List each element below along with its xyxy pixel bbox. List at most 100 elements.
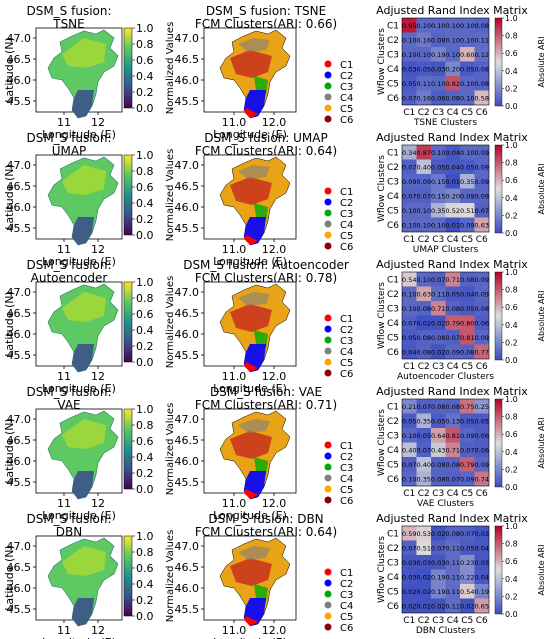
legend-marker-c5 xyxy=(324,612,332,620)
row-tick-label: C2 xyxy=(387,163,399,173)
heatmap-cell xyxy=(474,203,489,218)
region-shape xyxy=(47,283,119,373)
heatmap-value: 0.10 xyxy=(431,80,445,88)
colorbar-tick-label: 0.2 xyxy=(136,594,154,607)
lat-tick-label: 46.0 xyxy=(7,582,32,595)
heatmap-value: 0.06 xyxy=(475,432,489,440)
heatmap-cell xyxy=(431,330,446,345)
legend-marker-c1 xyxy=(324,441,332,449)
lon-tick-label: 12 xyxy=(91,243,105,256)
heatmap-value: 0.03 xyxy=(431,559,445,567)
cluster-patch-c4 xyxy=(238,38,270,52)
heatmap-value: 0.79 xyxy=(460,461,474,469)
map-title-line2: VAE xyxy=(57,398,80,412)
lon-axis-label: Longitude (E) xyxy=(213,509,287,522)
heatmap-value: 0.10 xyxy=(431,149,445,157)
map-title-line2: DBN xyxy=(56,525,82,539)
matrix-title: Adjusted Rand Index Matrix xyxy=(376,258,528,271)
cluster-patch-c1 xyxy=(230,304,272,332)
legend-marker-c2 xyxy=(324,452,332,460)
matrix-title: Adjusted Rand Index Matrix xyxy=(376,385,528,398)
row-tick-label: C5 xyxy=(387,587,399,597)
row-tick-label: C3 xyxy=(387,431,399,441)
row-tick-label: C4 xyxy=(387,192,399,202)
normalized-map-panel: DSM_S fusion:TSNE 47.0 46.5 46.0 45.5 11 12Lon… xyxy=(3,4,176,141)
lat-tick-label: 47.0 xyxy=(175,32,200,45)
heatmap-value: 0.08 xyxy=(460,348,474,356)
heatmap-cell xyxy=(474,442,489,457)
colorbar-tick-label: 0.0 xyxy=(136,229,154,242)
colorbar-tick-label: 0.8 xyxy=(136,546,154,559)
heatmap-value: 0.03 xyxy=(475,559,489,567)
heatmap-cell xyxy=(416,272,431,287)
heatmap-value: 0.05 xyxy=(417,65,431,73)
heatmap-value: 0.07 xyxy=(475,207,489,215)
heatmap-value: 0.10 xyxy=(402,432,416,440)
heatmap-value: 0.22 xyxy=(460,573,474,581)
heatmap-cell xyxy=(460,159,475,174)
heatmap-cell xyxy=(416,32,431,47)
legend-label-c6: C6 xyxy=(340,242,353,253)
viridis-colorbar xyxy=(123,27,133,109)
ari-tick-label: 1.0 xyxy=(505,14,518,23)
colorbar-tick-label: 1.0 xyxy=(136,276,154,289)
heatmap-value: 0.05 xyxy=(460,544,474,552)
heatmap-cell xyxy=(402,399,417,414)
heatmap-cell xyxy=(445,145,460,160)
col-tick-label: C4 xyxy=(447,235,459,245)
heatmap-value: 0.09 xyxy=(475,334,489,342)
cluster-region-shape xyxy=(219,283,291,373)
heatmap-value: 0.09 xyxy=(475,163,489,171)
heatmap-cell xyxy=(416,471,431,486)
heatmap-cell xyxy=(416,442,431,457)
heatmap-value: 0.82 xyxy=(446,80,460,88)
heatmap-value: 0.04 xyxy=(446,163,460,171)
row-tick-label: C5 xyxy=(387,206,399,216)
heatmap-value: 0.02 xyxy=(431,602,445,610)
heatmap-value: 0.13 xyxy=(446,417,460,425)
heatmap-cell xyxy=(416,145,431,160)
heatmap-cell xyxy=(460,188,475,203)
heatmap-value: 0.09 xyxy=(475,290,489,298)
heatmap-value: 0.02 xyxy=(460,602,474,610)
heatmap-value: 0.10 xyxy=(431,221,445,229)
heatmap-cell xyxy=(431,428,446,443)
colorbar-tick-label: 0.6 xyxy=(136,308,154,321)
heatmap-cell xyxy=(402,598,417,613)
legend-label-c1: C1 xyxy=(340,568,353,579)
heatmap-cell xyxy=(445,203,460,218)
lon-tick-label: 11 xyxy=(57,243,71,256)
heatmap-value: 0.05 xyxy=(402,334,416,342)
heatmap-cell xyxy=(445,413,460,428)
lat-axis-label: Latitude (N) xyxy=(3,37,16,103)
heatmap-value: 0.10 xyxy=(446,51,460,59)
colorbar-tick-label: 0.4 xyxy=(136,197,154,210)
heatmap-cell xyxy=(431,555,446,570)
heatmap-cell xyxy=(445,471,460,486)
heatmap-value: 0.01 xyxy=(446,178,460,186)
heatmap-frame xyxy=(401,144,490,233)
heatmap-value: 0.08 xyxy=(431,334,445,342)
heatmap-value: 0.05 xyxy=(402,80,416,88)
heatmap-cell xyxy=(445,76,460,91)
legend-label-c4: C4 xyxy=(340,601,353,612)
heatmap-cell xyxy=(445,344,460,359)
ari-tick-label: 0.6 xyxy=(505,557,518,566)
heatmap-value: 0.10 xyxy=(417,51,431,59)
cluster-patch-c3 xyxy=(254,76,268,94)
lat-tick-label: 47.0 xyxy=(175,159,200,172)
heatmap-value: 0.11 xyxy=(446,573,460,581)
heatmap-cell xyxy=(431,76,446,91)
heatmap-cell xyxy=(416,399,431,414)
row-tick-label: C3 xyxy=(387,50,399,60)
heatmap-cell xyxy=(416,174,431,189)
map-title-line1: DSM_S fusion: xyxy=(26,131,111,145)
lon-tick-label: 12 xyxy=(91,370,105,383)
heatmap-value: 0.08 xyxy=(417,334,431,342)
heatmap-value: 0.07 xyxy=(402,192,416,200)
heatmap-value: 0.07 xyxy=(417,403,431,411)
heatmap-cell xyxy=(460,569,475,584)
heatmap-value: 0.35 xyxy=(460,178,474,186)
